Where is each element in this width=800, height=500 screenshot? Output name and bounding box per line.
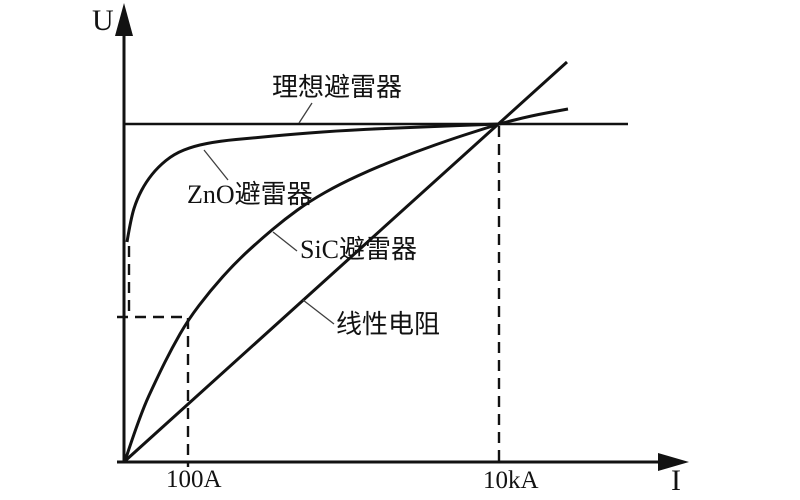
ideal-arrester-label: 理想避雷器 <box>272 73 403 102</box>
x-axis-label: I <box>671 464 681 497</box>
x-tick-label-100a: 100A <box>166 466 222 493</box>
y-axis-label: U <box>92 4 114 37</box>
sic-arrester-label: SiC避雷器 <box>300 235 418 264</box>
x-tick-label-10ka: 10kA <box>483 467 539 494</box>
zno-arrester-label: ZnO避雷器 <box>187 180 313 209</box>
linear-resistor-label: 线性电阻 <box>336 310 441 339</box>
